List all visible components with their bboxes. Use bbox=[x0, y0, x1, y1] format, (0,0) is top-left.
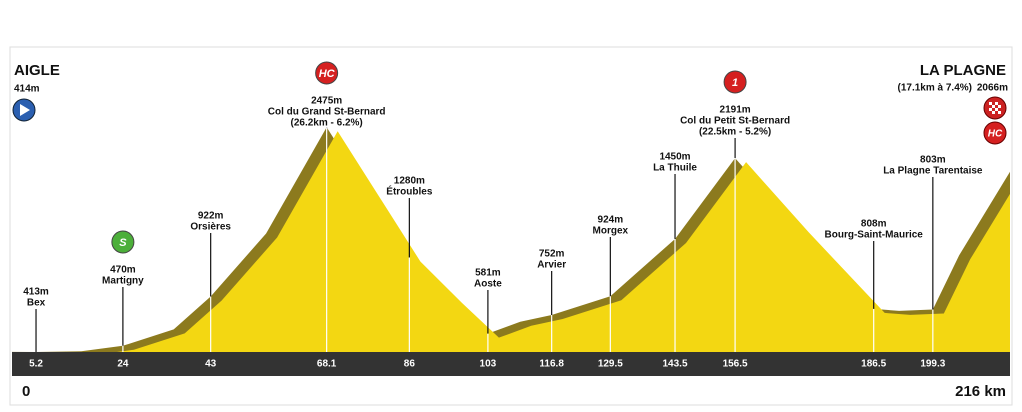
finish-elevation: 2066m bbox=[977, 83, 1008, 94]
elevation-label: 924m bbox=[598, 215, 624, 226]
flag-check bbox=[989, 108, 992, 111]
place-name: Bex bbox=[27, 298, 46, 309]
km-label: 86 bbox=[404, 359, 416, 370]
start-name: AIGLE bbox=[14, 62, 60, 79]
place-name: La Thuile bbox=[653, 163, 697, 174]
finish-climb: (17.1km à 7.4%) bbox=[898, 83, 973, 94]
place-name: Aoste bbox=[474, 279, 502, 290]
km-label: 68.1 bbox=[317, 359, 337, 370]
finish-badge-text: HC bbox=[988, 129, 1003, 140]
elevation-label: 2475m bbox=[311, 96, 342, 107]
elevation-label: 1280m bbox=[394, 176, 425, 187]
place-name: Arvier bbox=[537, 260, 566, 271]
flag-check bbox=[998, 105, 1001, 108]
place-name: Orsières bbox=[190, 222, 231, 233]
km-label: 24 bbox=[117, 359, 129, 370]
start-elevation: 414m bbox=[14, 84, 40, 95]
flag-check bbox=[998, 111, 1001, 114]
elevation-label: 581m bbox=[475, 268, 501, 279]
flag-check bbox=[989, 102, 992, 105]
finish-badge bbox=[983, 121, 1007, 145]
km-strip bbox=[12, 352, 1010, 376]
km-label: 103 bbox=[480, 359, 497, 370]
flag-check bbox=[995, 102, 998, 105]
elevation-label: 922m bbox=[198, 211, 224, 222]
badge bbox=[111, 230, 135, 254]
frame bbox=[9, 46, 1013, 406]
elevation-label: 470m bbox=[110, 265, 136, 276]
flag-check bbox=[995, 108, 998, 111]
finish-name: LA PLAGNE bbox=[920, 62, 1006, 79]
place-name: Bourg-Saint-Maurice bbox=[825, 230, 924, 241]
elevation-label: 1450m bbox=[659, 152, 690, 163]
km-label: 199.3 bbox=[920, 359, 945, 370]
km-label: 43 bbox=[205, 359, 217, 370]
flag-check bbox=[992, 111, 995, 114]
place-name: Morgex bbox=[593, 226, 629, 237]
badge bbox=[315, 61, 339, 85]
elevation-label: 2191m bbox=[720, 105, 751, 116]
flag-check bbox=[992, 105, 995, 108]
km-label: 116.8 bbox=[539, 359, 564, 370]
place-name: Col du Grand St-Bernard bbox=[268, 107, 386, 118]
climb-info: (26.2km - 6.2%) bbox=[291, 118, 363, 129]
badge bbox=[723, 70, 747, 94]
start-arrow bbox=[20, 104, 30, 116]
elevation-label: 808m bbox=[861, 219, 887, 230]
km-label: 186.5 bbox=[861, 359, 886, 370]
km-label: 129.5 bbox=[598, 359, 623, 370]
badge-text: S bbox=[119, 237, 127, 249]
finish-km: 216 km bbox=[955, 383, 1006, 400]
profile-fill bbox=[23, 131, 1010, 352]
km-label: 143.5 bbox=[663, 359, 688, 370]
climb-info: (22.5km - 5.2%) bbox=[699, 127, 771, 138]
place-name: Col du Petit St-Bernard bbox=[680, 116, 790, 127]
badge-text: 1 bbox=[732, 77, 738, 89]
km-label: 156.5 bbox=[723, 359, 748, 370]
elevation-label: 413m bbox=[23, 287, 49, 298]
km-label: 5.2 bbox=[29, 359, 43, 370]
place-name: La Plagne Tarentaise bbox=[883, 166, 983, 177]
place-name: Martigny bbox=[102, 276, 144, 287]
badge-text: HC bbox=[319, 68, 336, 80]
elevation-label: 752m bbox=[539, 249, 565, 260]
elevation-label: 803m bbox=[920, 155, 946, 166]
place-name: Étroubles bbox=[386, 185, 433, 198]
start-km: 0 bbox=[22, 383, 30, 400]
